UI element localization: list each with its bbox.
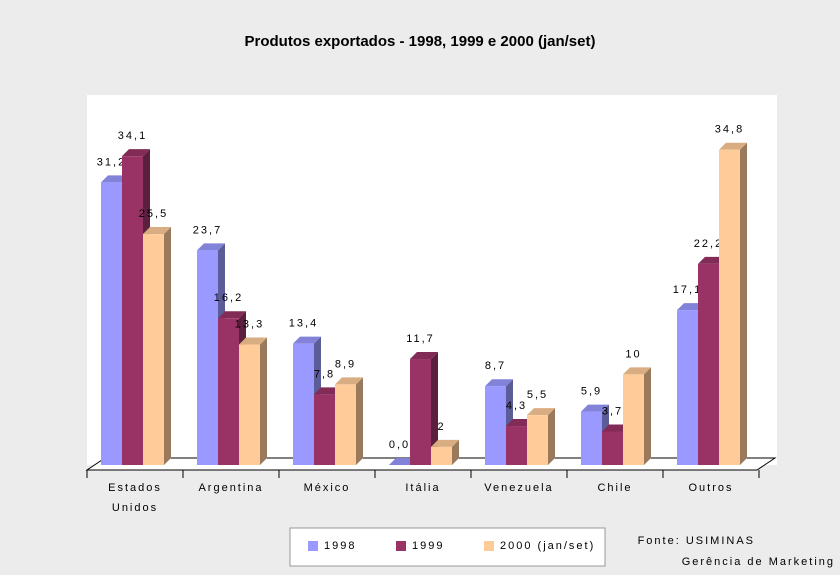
value-label: 5,9 [581,385,602,397]
value-label: 34,1 [118,130,147,142]
bar [197,250,218,465]
bar [143,234,164,465]
bar [581,411,602,465]
value-label: 7,8 [314,368,335,380]
bar [677,310,698,465]
bar-top [719,142,747,150]
value-label: 23,7 [193,224,222,236]
bar-top [293,336,321,344]
legend-swatch [484,541,494,551]
x-tick-label: México [303,482,351,494]
value-label: 11,7 [406,333,435,345]
bar [293,343,314,465]
bar-top [218,311,246,319]
bar [122,156,143,465]
legend-label: 2000 (jan/set) [500,540,595,552]
bar [239,344,260,465]
bar-side [164,227,171,465]
value-label: 17,1 [673,284,702,296]
bar-top [431,439,459,447]
bar-top [623,367,651,375]
value-label: 13,4 [289,318,318,330]
x-tick-label: Estados Unidos [108,482,162,514]
bar-side [356,377,363,465]
bar-top [239,337,267,345]
x-tick-label: Argentina [198,482,264,494]
bar [314,394,335,465]
bar [431,446,452,465]
value-label: 3,7 [602,405,623,417]
x-tick-label: Outros [688,482,734,494]
bar [335,384,356,465]
bar [623,374,644,465]
chart-title: Produtos exportados - 1998, 1999 e 2000 … [245,33,596,50]
bar-top [527,408,555,416]
bar-side [548,408,555,465]
source: Gerência de Marketing [682,556,835,568]
value-label: 22,2 [694,238,723,250]
value-label: 8,9 [335,358,356,370]
x-tick-label: Venezuela [484,482,554,494]
value-label: 25,5 [139,208,168,220]
bar [410,359,431,465]
value-label: 0,0 [389,439,410,451]
legend-label: 1999 [412,540,444,552]
bar-side [740,142,747,465]
bar [698,263,719,465]
bar-top [197,243,225,251]
value-label: 34,8 [715,124,744,136]
bar-top [581,404,609,412]
bar [101,182,122,465]
x-tick-label: Itália [405,482,441,494]
bar-side [644,367,651,465]
legend-swatch [396,541,406,551]
legend [289,527,606,567]
bar [506,426,527,465]
value-label: 5,5 [527,389,548,401]
value-label: 4,3 [506,400,527,412]
bar [602,431,623,465]
bar-side [452,439,459,465]
bar-top [122,149,150,157]
source: Fonte: USIMINAS [638,535,755,547]
bar-top [335,377,363,385]
bar-side [431,352,438,465]
bar-top [485,379,513,387]
bar [527,415,548,465]
bar [218,318,239,465]
bar-side [260,337,267,465]
value-label: 2 [437,421,445,433]
legend-label: 1998 [324,540,356,552]
bar-top [410,352,438,360]
value-label: 13,3 [235,318,264,330]
bar [485,386,506,465]
value-label: 10 [625,348,641,360]
value-label: 31,2 [97,156,126,168]
value-label: 16,2 [214,292,243,304]
value-label: 8,7 [485,360,506,372]
bar-top [143,227,171,235]
legend-swatch [308,541,318,551]
x-tick-label: Chile [597,482,633,494]
bar [719,149,740,465]
